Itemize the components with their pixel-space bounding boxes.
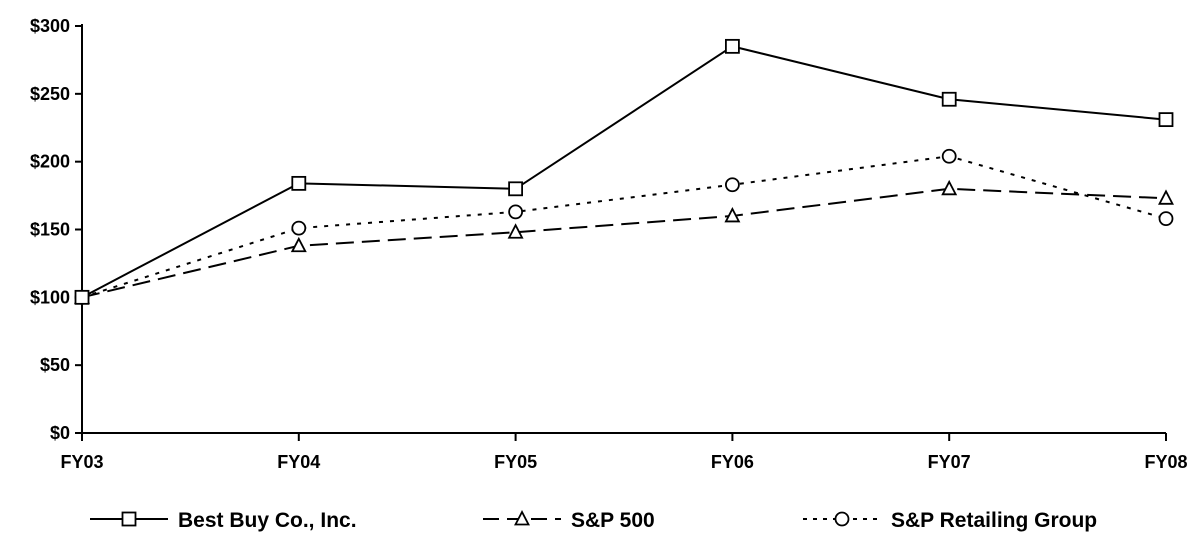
legend-label: S&P 500 [571, 509, 655, 532]
data-point [725, 38, 740, 54]
y-tick-label: $150 [30, 220, 70, 240]
data-point [1158, 211, 1174, 227]
y-tick-label: $100 [30, 287, 70, 307]
legend-item: Best Buy Co., Inc. [90, 509, 357, 532]
y-tick-label: $50 [40, 355, 70, 375]
x-tick-label: FY08 [1144, 452, 1187, 472]
series-line [81, 45, 1167, 299]
y-tick-label: $0 [50, 423, 70, 443]
data-point [507, 223, 524, 239]
data-point [724, 206, 741, 223]
data-point [1158, 112, 1174, 128]
data-point [941, 91, 957, 107]
x-tick-label: FY05 [494, 452, 537, 472]
x-tick-label: FY06 [711, 452, 754, 472]
series-lines [74, 38, 1174, 305]
legend-item: S&P Retailing Group [803, 509, 1097, 532]
data-point [290, 236, 307, 253]
x-tick-label: FY07 [928, 452, 971, 472]
data-point [508, 204, 523, 220]
data-point [291, 220, 307, 236]
legend-label: Best Buy Co., Inc. [178, 509, 357, 532]
y-tick-label: $200 [30, 152, 70, 172]
data-point [74, 289, 90, 305]
legend-label: S&P Retailing Group [891, 509, 1097, 532]
y-tick-label: $250 [30, 84, 70, 104]
series-best-buy-co-inc [74, 38, 1174, 305]
series-line [81, 187, 1167, 299]
legend-marker [514, 510, 530, 526]
legend-marker [834, 511, 850, 527]
legend-marker [121, 511, 137, 527]
data-point [508, 181, 524, 197]
x-tick-label: FY04 [277, 452, 320, 472]
x-axis-ticks: FY03 FY04 FY05 FY06 FY07 FY08 [60, 433, 1188, 472]
series-line [81, 155, 1167, 299]
legend-item: S&P 500 [483, 509, 655, 532]
data-point [1158, 189, 1174, 205]
data-point [941, 148, 957, 164]
data-point [941, 179, 958, 196]
data-point [291, 175, 307, 191]
axes [81, 24, 1166, 434]
series-s-p-retailing-group [74, 148, 1174, 305]
y-tick-label: $300 [30, 16, 70, 36]
series-s-p-500 [74, 179, 1174, 304]
x-tick-label: FY03 [60, 452, 103, 472]
data-point [725, 177, 740, 193]
legend: Best Buy Co., Inc. S&P 500 S&P Retailing G… [90, 509, 1097, 532]
y-axis-ticks: $0 $50 $100 $150 $200 $250 $300 [30, 16, 82, 443]
